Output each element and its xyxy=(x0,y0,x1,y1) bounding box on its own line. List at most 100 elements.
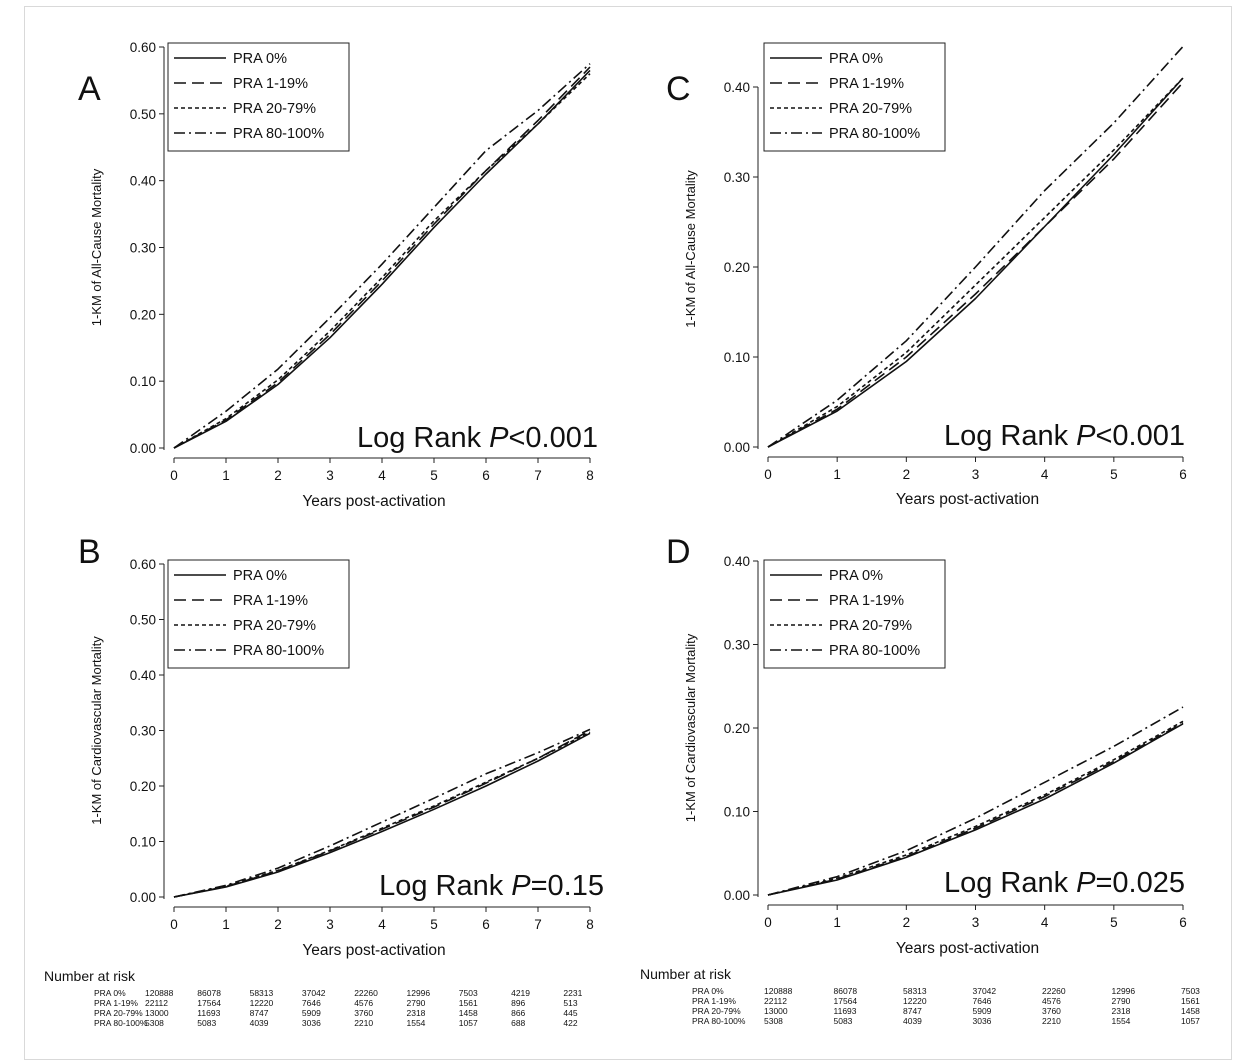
series-line-pra-80-100 xyxy=(767,45,1184,448)
legend-item-pra-1-19: PRA 1-19% xyxy=(233,593,308,609)
x-tick-label: 0 xyxy=(170,917,178,932)
risk-cell: 4576 xyxy=(354,998,374,1008)
risk-cell: 866 xyxy=(511,1008,526,1018)
y-tick-label: 0.60 xyxy=(130,40,156,55)
risk-cell: 4039 xyxy=(249,1018,269,1028)
panel-letter: D xyxy=(666,533,691,571)
y-axis-label: 1-KM of All-Cause Mortality xyxy=(89,168,104,326)
risk-cell: 2790 xyxy=(406,998,426,1008)
risk-cell: 22260 xyxy=(354,988,378,998)
risk-cell: 22112 xyxy=(764,996,788,1006)
x-tick-label: 3 xyxy=(326,917,334,932)
risk-table-row: PRA 80-100% 5308 5083 4039 3036 2210 1554 1057 xyxy=(640,1016,1220,1026)
legend-item-pra-20-79: PRA 20-79% xyxy=(829,618,912,634)
risk-cell: 86078 xyxy=(197,988,221,998)
risk-cell: 13000 xyxy=(145,1008,169,1018)
legend-item-pra-80-100: PRA 80-100% xyxy=(829,126,920,142)
x-tick-label: 0 xyxy=(170,468,178,483)
risk-cell: 5308 xyxy=(145,1018,164,1028)
panel-b: B 0.00 0.10 0.20 0.30 0.40 0.50 0.60 0 1 2 3 4 5 6 7 8 1-… xyxy=(78,533,604,959)
risk-table-row: PRA 0% 120888 86078 58313 37042 22260 12996 750… xyxy=(640,986,1220,996)
series-line-pra-0 xyxy=(173,69,591,449)
y-tick-label: 0.30 xyxy=(130,724,156,739)
x-tick-label: 6 xyxy=(482,917,490,932)
log-rank-annotation: Log Rank P<0.001 xyxy=(944,420,1185,452)
risk-cell: 2231 xyxy=(563,988,583,998)
legend-item-pra-1-19: PRA 1-19% xyxy=(829,76,904,92)
x-tick-label: 0 xyxy=(764,467,772,482)
risk-cell: 12220 xyxy=(249,998,274,1008)
x-tick-label: 5 xyxy=(1110,467,1118,482)
series-line-pra-0 xyxy=(173,732,591,898)
y-axis-label: 1-KM of Cardiovascular Mortality xyxy=(89,636,104,825)
risk-row-label: PRA 80-100% xyxy=(94,1018,148,1028)
risk-cell: 3036 xyxy=(301,1018,321,1028)
x-tick-label: 2 xyxy=(274,917,282,932)
x-tick-label: 4 xyxy=(378,468,386,483)
log-rank-annotation: Log Rank P<0.001 xyxy=(357,422,598,454)
y-axis-label: 1-KM of Cardiovascular Mortality xyxy=(683,633,698,822)
risk-cell: 422 xyxy=(563,1018,578,1028)
x-axis-label: Years post-activation xyxy=(302,493,445,510)
legend-item-pra-1-19: PRA 1-19% xyxy=(233,76,308,92)
risk-cell: 22112 xyxy=(145,998,169,1008)
legend-item-pra-0: PRA 0% xyxy=(829,51,883,67)
panel-letter: B xyxy=(78,533,101,571)
risk-cell: 688 xyxy=(511,1018,526,1028)
x-tick-label: 1 xyxy=(833,915,841,930)
risk-cell: 1554 xyxy=(406,1018,426,1028)
risk-cell: 1057 xyxy=(458,1018,478,1028)
risk-cell: 3036 xyxy=(972,1016,992,1026)
risk-cell: 5083 xyxy=(833,1016,853,1026)
risk-cell: 5083 xyxy=(197,1018,217,1028)
series-line-pra-0 xyxy=(767,77,1184,448)
risk-cell: 2318 xyxy=(1111,1006,1131,1016)
risk-cell: 2318 xyxy=(406,1008,426,1018)
y-tick-label: 0.30 xyxy=(724,170,750,185)
risk-cell: 1561 xyxy=(1181,996,1200,1006)
panel-letter: A xyxy=(78,70,101,108)
risk-cell: 4219 xyxy=(511,988,531,998)
x-tick-label: 1 xyxy=(222,917,230,932)
risk-cell: 13000 xyxy=(764,1006,788,1016)
y-tick-label: 0.10 xyxy=(130,374,156,389)
panel-letter: C xyxy=(666,70,691,108)
risk-table-heading: Number at risk xyxy=(44,968,136,984)
x-tick-label: 5 xyxy=(430,917,438,932)
x-tick-label: 1 xyxy=(833,467,841,482)
figure-frame xyxy=(24,6,1232,1060)
risk-cell: 7646 xyxy=(301,998,321,1008)
risk-cell: 5308 xyxy=(764,1016,783,1026)
series-line-pra-20-79 xyxy=(173,731,591,898)
risk-row-label: PRA 20-79% xyxy=(94,1008,143,1018)
y-tick-label: 0.40 xyxy=(130,668,156,683)
series-line-pra-20-79 xyxy=(767,720,1184,896)
risk-cell: 2790 xyxy=(1111,996,1131,1006)
x-axis-label: Years post-activation xyxy=(896,491,1039,508)
x-tick-label: 0 xyxy=(764,915,772,930)
x-tick-label: 4 xyxy=(1041,467,1049,482)
panel-a: A 0.00 0.10 0.20 0.30 0.40 0.50 0.60 0 1 2 3 4 5 6 7 8 1-… xyxy=(78,40,598,510)
panel-d: D 0.00 0.10 0.20 0.30 0.40 0 1 2 3 4 5 6 1-KM of Card… xyxy=(666,533,1187,957)
x-tick-label: 6 xyxy=(1179,467,1187,482)
x-tick-label: 1 xyxy=(222,468,230,483)
risk-table-row: PRA 0% 120888 86078 58313 37042 22260 12996 750… xyxy=(44,988,624,998)
risk-cell: 1561 xyxy=(458,998,478,1008)
x-tick-label: 8 xyxy=(586,917,594,932)
x-tick-label: 2 xyxy=(274,468,282,483)
x-tick-label: 4 xyxy=(378,917,386,932)
panel-c: C 0.00 0.10 0.20 0.30 0.40 0 1 2 3 4 5 6 1-KM of All-… xyxy=(666,42,1187,508)
risk-cell: 3760 xyxy=(354,1008,374,1018)
y-axis-label: 1-KM of All-Cause Mortality xyxy=(683,170,698,328)
risk-cell: 2210 xyxy=(1042,1016,1061,1026)
risk-table-right: Number at risk PRA 0% 120888 86078 58313 3704… xyxy=(640,966,1220,1036)
x-tick-label: 4 xyxy=(1041,915,1049,930)
risk-cell: 1057 xyxy=(1181,1016,1200,1026)
y-tick-label: 0.40 xyxy=(724,554,750,569)
risk-cell: 5909 xyxy=(301,1008,321,1018)
legend-item-pra-0: PRA 0% xyxy=(233,568,287,584)
risk-cell: 11693 xyxy=(833,1006,857,1016)
y-tick-label: 0.00 xyxy=(724,888,750,903)
legend-item-pra-20-79: PRA 20-79% xyxy=(829,101,912,117)
x-axis-label: Years post-activation xyxy=(302,942,445,959)
